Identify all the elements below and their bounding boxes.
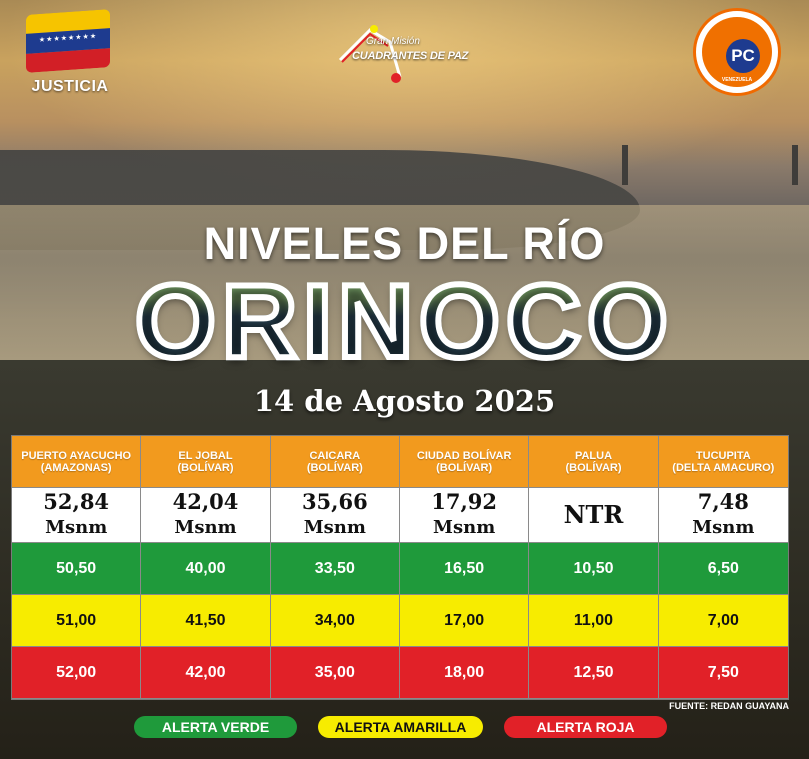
green-alert-cell: 33,50 (270, 543, 400, 595)
yellow-alert-cell: 7,00 (658, 595, 788, 647)
current-level-cell: 42,04 Msnm (141, 488, 271, 543)
red-alert-cell: 42,00 (141, 647, 271, 699)
current-level-cell: NTR (529, 488, 659, 543)
red-alert-cell: 52,00 (12, 647, 142, 699)
current-level-cell: 7,48 Msnm (658, 488, 788, 543)
legend-green-alert: ALERTA VERDE (134, 716, 297, 738)
source-note: FUENTE: REDAN GUAYANA (669, 701, 789, 711)
gran-mision-top-text: Gran Misión (366, 36, 420, 47)
current-level-cell: 35,66 Msnm (270, 488, 400, 543)
title-line2: ORINOCO (0, 261, 809, 383)
red-alert-cell: 35,00 (270, 647, 400, 699)
bridge-tower-left (622, 145, 628, 185)
river-levels-table: PUERTO AYACUCHO (AMAZONAS) EL JOBAL (BOLÍV… (11, 435, 789, 700)
title-line1: NIVELES DEL RÍO (203, 218, 606, 269)
red-alert-cell: 12,50 (529, 647, 659, 699)
justicia-logo-text: JUSTICIA (31, 78, 109, 95)
venezuela-flag-icon: ★★★★★★★★ (26, 9, 110, 73)
yellow-alert-cell: 51,00 (12, 595, 142, 647)
current-level-cell: 52,84 Msnm (12, 488, 142, 543)
column-header: CIUDAD BOLÍVAR (BOLÍVAR) (399, 436, 530, 488)
current-level-cell: 17,92 Msnm (399, 488, 530, 543)
yellow-alert-cell: 41,50 (141, 595, 271, 647)
legend-red-alert: ALERTA ROJA (504, 716, 667, 738)
pc-initials: PC (726, 39, 760, 73)
green-alert-cell: 40,00 (141, 543, 271, 595)
legend-yellow-alert: ALERTA AMARILLA (318, 716, 483, 738)
gran-mision-logo: Gran Misión CUADRANTES DE PAZ (330, 22, 470, 84)
proteccion-civil-badge-icon: PC VENEZUELA (693, 8, 781, 96)
column-header: CAICARA (BOLÍVAR) (270, 436, 400, 488)
bridge-tower-right (792, 145, 798, 185)
yellow-alert-cell: 17,00 (399, 595, 530, 647)
green-alert-cell: 6,50 (658, 543, 788, 595)
column-header: PALUA (BOLÍVAR) (529, 436, 659, 488)
green-alert-cell: 16,50 (399, 543, 530, 595)
title-orinoco: ORINOCO (132, 261, 674, 383)
gran-mision-bottom-text: CUADRANTES DE PAZ (352, 50, 469, 62)
yellow-alert-cell: 34,00 (270, 595, 400, 647)
pc-country: VENEZUELA (721, 77, 753, 83)
column-header: EL JOBAL (BOLÍVAR) (141, 436, 271, 488)
red-alert-cell: 7,50 (658, 647, 788, 699)
column-header: PUERTO AYACUCHO (AMAZONAS) (12, 436, 142, 488)
yellow-alert-cell: 11,00 (529, 595, 659, 647)
red-alert-cell: 18,00 (399, 647, 530, 699)
column-header: TUCUPITA (DELTA AMACURO) (658, 436, 788, 488)
green-alert-cell: 50,50 (12, 543, 142, 595)
green-alert-cell: 10,50 (529, 543, 659, 595)
gran-mision-emblem-icon (338, 25, 402, 83)
report-date: 14 de Agosto 2025 (253, 384, 556, 418)
